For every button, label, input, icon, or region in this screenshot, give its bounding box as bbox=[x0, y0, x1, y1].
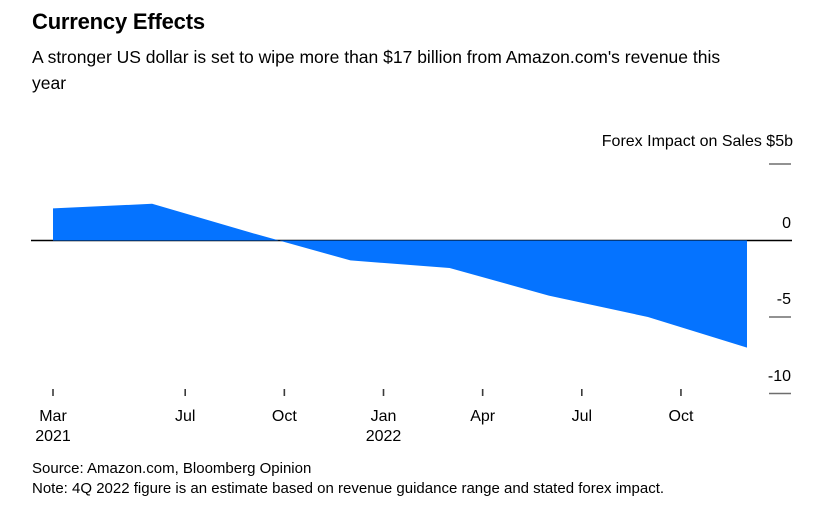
x-tick-label: Jul bbox=[175, 407, 195, 427]
x-tick-label: Mar 2021 bbox=[35, 407, 71, 447]
x-tick-label: Apr bbox=[470, 407, 495, 427]
y-tick-label: -10 bbox=[767, 367, 791, 385]
source-line: Source: Amazon.com, Bloomberg Opinion bbox=[32, 460, 312, 477]
x-tick-month: Apr bbox=[470, 408, 496, 425]
y-tick-label: -5 bbox=[776, 291, 791, 308]
x-tick-label: Jan 2022 bbox=[366, 407, 402, 447]
x-tick-label: Jul bbox=[572, 407, 592, 427]
x-tick-month: Mar bbox=[39, 408, 67, 425]
forex-impact-area-series bbox=[53, 203, 747, 348]
chart-subtitle: A stronger US dollar is set to wipe more… bbox=[32, 47, 721, 93]
x-tick-year: 2022 bbox=[365, 428, 402, 445]
x-tick-label: Oct bbox=[668, 407, 693, 427]
x-tick-month: Jan bbox=[370, 408, 397, 425]
x-tick-month: Oct bbox=[668, 408, 694, 425]
chart-title: Currency Effects bbox=[32, 9, 205, 34]
x-tick-month: Jul bbox=[571, 408, 593, 425]
x-tick-month: Jul bbox=[174, 408, 196, 425]
x-tick-month: Oct bbox=[271, 408, 297, 425]
x-tick-label: Oct bbox=[272, 407, 297, 427]
y-axis-unit-label: Forex Impact on Sales $5b bbox=[601, 133, 793, 150]
y-tick-label: 0 bbox=[782, 214, 791, 232]
x-tick-year: 2021 bbox=[35, 428, 71, 445]
note-line: Note: 4Q 2022 figure is an estimate base… bbox=[32, 480, 665, 497]
